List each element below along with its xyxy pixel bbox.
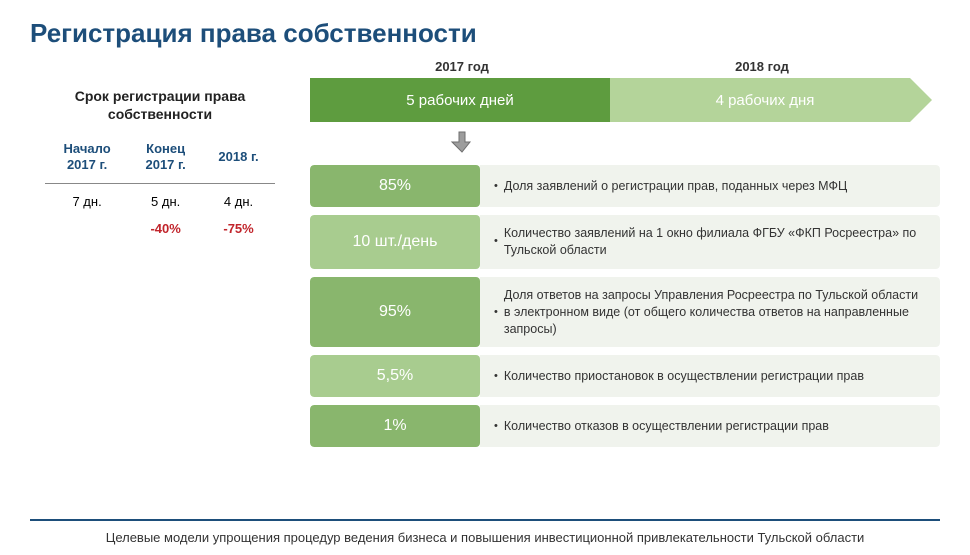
footer-text: Целевые модели упрощения процедур ведени… xyxy=(0,530,970,545)
metrics-list: 85%•Доля заявлений о регистрации прав, п… xyxy=(310,165,940,447)
bullet-icon: • xyxy=(494,305,498,320)
metric-description: •Количество приостановок в осуществлении… xyxy=(480,355,940,397)
bullet-icon: • xyxy=(494,419,498,434)
chevron-2018: 4 рабочих дня xyxy=(610,78,910,122)
bullet-icon: • xyxy=(494,179,498,194)
metric-value: 95% xyxy=(310,277,480,348)
metric-value: 1% xyxy=(310,405,480,447)
metric-value: 85% xyxy=(310,165,480,207)
days-cell-1: 5 дн. xyxy=(129,183,202,211)
year-labels: 2017 год 2018 год xyxy=(310,59,940,74)
table-row: -40% -75% xyxy=(45,211,275,238)
metric-description: •Доля ответов на запросы Управления Роср… xyxy=(480,277,940,348)
metric-row: 85%•Доля заявлений о регистрации прав, п… xyxy=(310,165,940,207)
chevron-2017-label: 5 рабочих дней xyxy=(406,92,513,109)
timeline-chevrons: 5 рабочих дней 4 рабочих дня xyxy=(310,78,940,122)
days-cell-0: 7 дн. xyxy=(45,183,129,211)
metric-row: 95%•Доля ответов на запросы Управления Р… xyxy=(310,277,940,348)
down-arrow-icon xyxy=(450,130,474,154)
metric-row: 5,5%•Количество приостановок в осуществл… xyxy=(310,355,940,397)
col-header-0: Начало 2017 г. xyxy=(45,137,129,183)
metric-description: •Количество заявлений на 1 окно филиала … xyxy=(480,215,940,269)
content-area: Срок регистрации права собственности Нач… xyxy=(0,49,970,455)
right-panel: 2017 год 2018 год 5 рабочих дней 4 рабоч… xyxy=(290,59,940,455)
bullet-icon: • xyxy=(494,234,498,249)
registration-term-table: Начало 2017 г. Конец 2017 г. 2018 г. 7 д… xyxy=(45,137,275,237)
left-panel: Срок регистрации права собственности Нач… xyxy=(30,59,290,455)
year-label-2017: 2017 год xyxy=(312,59,612,74)
pct-cell-0 xyxy=(45,211,129,238)
pct-cell-2: -75% xyxy=(202,211,275,238)
metric-row: 10 шт./день•Количество заявлений на 1 ок… xyxy=(310,215,940,269)
metric-value: 5,5% xyxy=(310,355,480,397)
metric-value: 10 шт./день xyxy=(310,215,480,269)
footer-divider xyxy=(30,519,940,521)
year-label-2018: 2018 год xyxy=(612,59,912,74)
chevron-2018-label: 4 рабочих дня xyxy=(716,92,815,109)
days-cell-2: 4 дн. xyxy=(202,183,275,211)
chevron-2017: 5 рабочих дней xyxy=(310,78,610,122)
metric-row: 1%•Количество отказов в осуществлении ре… xyxy=(310,405,940,447)
metric-description: •Доля заявлений о регистрации прав, пода… xyxy=(480,165,940,207)
metric-description: •Количество отказов в осуществлении реги… xyxy=(480,405,940,447)
left-panel-title: Срок регистрации права собственности xyxy=(30,87,290,123)
left-title-line2: собственности xyxy=(108,106,212,122)
page-title: Регистрация права собственности xyxy=(0,0,970,49)
col-header-2: 2018 г. xyxy=(202,137,275,183)
table-row: 7 дн. 5 дн. 4 дн. xyxy=(45,183,275,211)
bullet-icon: • xyxy=(494,369,498,384)
col-header-1: Конец 2017 г. xyxy=(129,137,202,183)
left-title-line1: Срок регистрации права xyxy=(75,88,246,104)
pct-cell-1: -40% xyxy=(129,211,202,238)
